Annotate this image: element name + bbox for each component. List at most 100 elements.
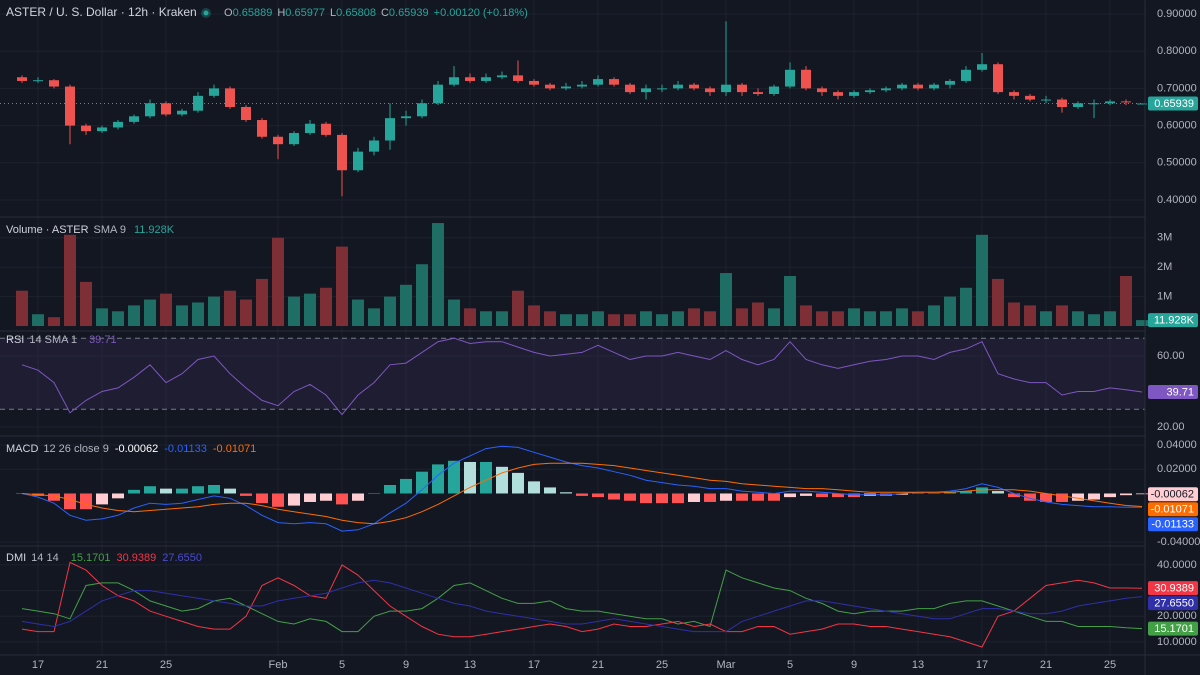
histogram-bar bbox=[976, 487, 988, 494]
price-tags: 0.65939 11.928K 39.71 -0.00062 -0.01071 -0.01… bbox=[1148, 96, 1198, 636]
volume-bar bbox=[768, 308, 780, 326]
volume-bar bbox=[176, 305, 188, 326]
x-tick-label: 17 bbox=[976, 659, 988, 671]
volume-bar bbox=[720, 273, 732, 326]
candle-body bbox=[1137, 103, 1147, 105]
volume-bar bbox=[1008, 302, 1020, 326]
candle-body bbox=[657, 88, 667, 90]
x-tick-label: 21 bbox=[96, 659, 108, 671]
candle-body bbox=[529, 80, 539, 85]
histogram-bar bbox=[64, 493, 76, 510]
volume-bar bbox=[912, 311, 924, 326]
histogram-bar bbox=[800, 493, 812, 496]
price-tag-label: -0.00062 bbox=[1151, 489, 1194, 501]
volume-bar bbox=[128, 305, 140, 326]
change: +0.00120 (+0.18%) bbox=[434, 7, 528, 19]
histogram-bar bbox=[272, 493, 284, 507]
volume-bar bbox=[48, 317, 60, 326]
macd-legend: MACD 12 26 close 9 -0.00062 -0.01133 -0.0107… bbox=[6, 443, 256, 455]
candle-body bbox=[241, 106, 251, 121]
candle-body bbox=[417, 103, 427, 117]
histogram-bar bbox=[448, 460, 460, 494]
candle-body bbox=[129, 116, 139, 122]
histogram-bar bbox=[432, 464, 444, 494]
candle-body bbox=[625, 84, 635, 93]
volume-bar bbox=[464, 308, 476, 326]
candle-body bbox=[65, 86, 75, 126]
candle-body bbox=[993, 64, 1003, 93]
volume-bar bbox=[560, 314, 572, 326]
candle-body bbox=[385, 118, 395, 141]
volume-bar bbox=[16, 290, 28, 326]
indicator-line bbox=[21, 561, 1143, 648]
histogram-bar bbox=[624, 493, 636, 501]
candle-body bbox=[865, 90, 875, 93]
dmi-legend: DMI 14 14 15.1701 30.9389 27.6550 bbox=[6, 552, 202, 564]
volume-bar bbox=[544, 311, 556, 326]
x-tick-label: 5 bbox=[787, 659, 793, 671]
histogram-bar bbox=[240, 493, 252, 496]
candle-body bbox=[849, 92, 859, 96]
value: 11.928K bbox=[134, 224, 175, 236]
candle-body bbox=[1057, 99, 1067, 107]
histogram-bar bbox=[400, 478, 412, 494]
candle-body bbox=[929, 84, 939, 89]
volume-bar bbox=[976, 234, 988, 326]
volume-bar bbox=[32, 314, 44, 326]
value: 0.65889 bbox=[233, 7, 273, 19]
volume-bar bbox=[1136, 320, 1148, 326]
x-tick-label: 5 bbox=[339, 659, 345, 671]
histogram-bar bbox=[832, 493, 844, 498]
candle-body bbox=[273, 136, 283, 145]
volume-bar bbox=[1056, 305, 1068, 326]
volume-bar bbox=[320, 287, 332, 326]
histogram-bar bbox=[784, 493, 796, 498]
volume-bar bbox=[1120, 276, 1132, 326]
volume-bar bbox=[448, 299, 460, 326]
volume-bar bbox=[960, 287, 972, 326]
price-tag bbox=[1148, 517, 1198, 532]
volume-bar bbox=[816, 311, 828, 326]
price-tag bbox=[1148, 596, 1198, 611]
volume-bar bbox=[304, 293, 316, 326]
candle-body bbox=[1073, 103, 1083, 107]
y-tick-label: 3M bbox=[1157, 232, 1172, 244]
y-tick-label: -0.04000 bbox=[1157, 536, 1200, 548]
volume-bar bbox=[704, 311, 716, 326]
candle-body bbox=[737, 84, 747, 93]
volume-bar bbox=[944, 296, 956, 326]
candle-body bbox=[177, 110, 187, 115]
value: 27.6550 bbox=[162, 552, 202, 564]
candle-body bbox=[897, 84, 907, 89]
candle-body bbox=[593, 79, 603, 85]
y-tick-label: 0.50000 bbox=[1157, 157, 1197, 169]
candle-body bbox=[353, 151, 363, 171]
histogram-bar bbox=[48, 493, 60, 501]
volume-bar bbox=[800, 305, 812, 326]
candle-body bbox=[33, 80, 43, 82]
value: -0.01071 bbox=[213, 443, 256, 455]
candle-body bbox=[721, 84, 731, 93]
candle-body bbox=[369, 140, 379, 152]
volume-bar bbox=[576, 314, 588, 326]
candle-body bbox=[673, 84, 683, 89]
candle-body bbox=[113, 121, 123, 128]
candle-body bbox=[193, 95, 203, 111]
candle-body bbox=[1041, 99, 1051, 101]
y-tick-label: 0.02000 bbox=[1157, 463, 1197, 475]
x-tick-label: 21 bbox=[1040, 659, 1052, 671]
volume-bar bbox=[608, 314, 620, 326]
histogram-bar bbox=[304, 493, 316, 502]
candle-body bbox=[801, 69, 811, 89]
candle-body bbox=[17, 77, 27, 81]
volume-bar bbox=[848, 308, 860, 326]
y-tick-label: 0.70000 bbox=[1157, 82, 1197, 94]
candle-body bbox=[481, 77, 491, 81]
price-tag-label: -0.01133 bbox=[1151, 519, 1194, 531]
histogram-bar bbox=[1008, 493, 1020, 498]
price-tag-label: 30.9389 bbox=[1154, 583, 1194, 595]
volume-bar bbox=[688, 308, 700, 326]
indicator-line bbox=[21, 579, 1143, 633]
